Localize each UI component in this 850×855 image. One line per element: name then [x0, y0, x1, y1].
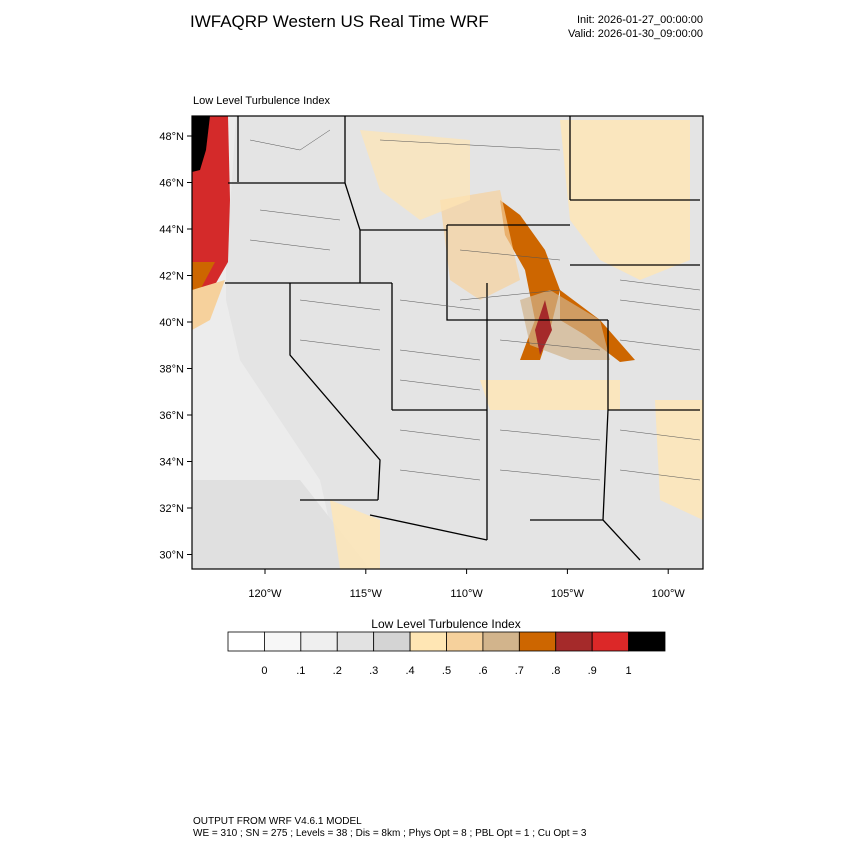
colorbar-label: .3 — [369, 665, 378, 677]
colorbar-label: .1 — [296, 665, 305, 677]
map-subtitle: Low Level Turbulence Index — [193, 95, 330, 107]
footer-line2: WE = 310 ; SN = 275 ; Levels = 38 ; Dis … — [193, 828, 587, 839]
lat-label: 42°N — [159, 271, 184, 283]
colorbar-box — [628, 631, 666, 652]
lat-label: 36°N — [159, 410, 184, 422]
lat-label: 38°N — [159, 364, 184, 376]
lon-label: 120°W — [248, 588, 282, 600]
colorbar-label: .6 — [478, 665, 487, 677]
lat-label: 30°N — [159, 550, 184, 562]
colorbar-label: .4 — [405, 665, 414, 677]
valid-time: Valid: 2026-01-30_09:00:00 — [568, 28, 703, 40]
lat-label: 40°N — [159, 317, 184, 329]
lon-label: 110°W — [450, 588, 483, 600]
colorbar-label: 1 — [626, 665, 632, 677]
lon-label: 100°W — [652, 588, 686, 600]
colorbar-label: .8 — [551, 665, 560, 677]
title: IWFAQRP Western US Real Time WRF — [190, 12, 489, 31]
lat-label: 34°N — [159, 457, 184, 469]
colorbar-title: Low Level Turbulence Index — [371, 617, 520, 631]
colorbar-box — [555, 631, 593, 652]
colorbar-box — [264, 631, 302, 652]
colorbar-box — [518, 631, 557, 652]
lat-label: 44°N — [159, 224, 184, 236]
lat-label: 46°N — [159, 178, 184, 190]
colorbar-box — [227, 631, 265, 652]
colorbar-label: .2 — [333, 665, 342, 677]
footer-line1: OUTPUT FROM WRF V4.6.1 MODEL — [193, 816, 362, 827]
colorbar-box — [409, 631, 447, 652]
colorbar-box — [446, 631, 484, 652]
lat-label: 32°N — [159, 503, 184, 515]
colorbar-label: .9 — [588, 665, 597, 677]
lon-label: 115°W — [350, 588, 383, 600]
colorbar-box — [591, 631, 629, 652]
colorbar-box — [373, 631, 411, 652]
lon-label: 105°W — [551, 588, 585, 600]
colorbar-box — [482, 631, 520, 652]
colorbar-label: .7 — [515, 665, 524, 677]
colorbar-box — [300, 631, 338, 652]
init-time: Init: 2026-01-27_00:00:00 — [577, 14, 703, 26]
map — [191, 115, 704, 570]
colorbar-box — [336, 631, 375, 652]
lat-label: 48°N — [159, 131, 184, 143]
colorbar-label: .5 — [442, 665, 451, 677]
colorbar-label: 0 — [261, 665, 267, 677]
